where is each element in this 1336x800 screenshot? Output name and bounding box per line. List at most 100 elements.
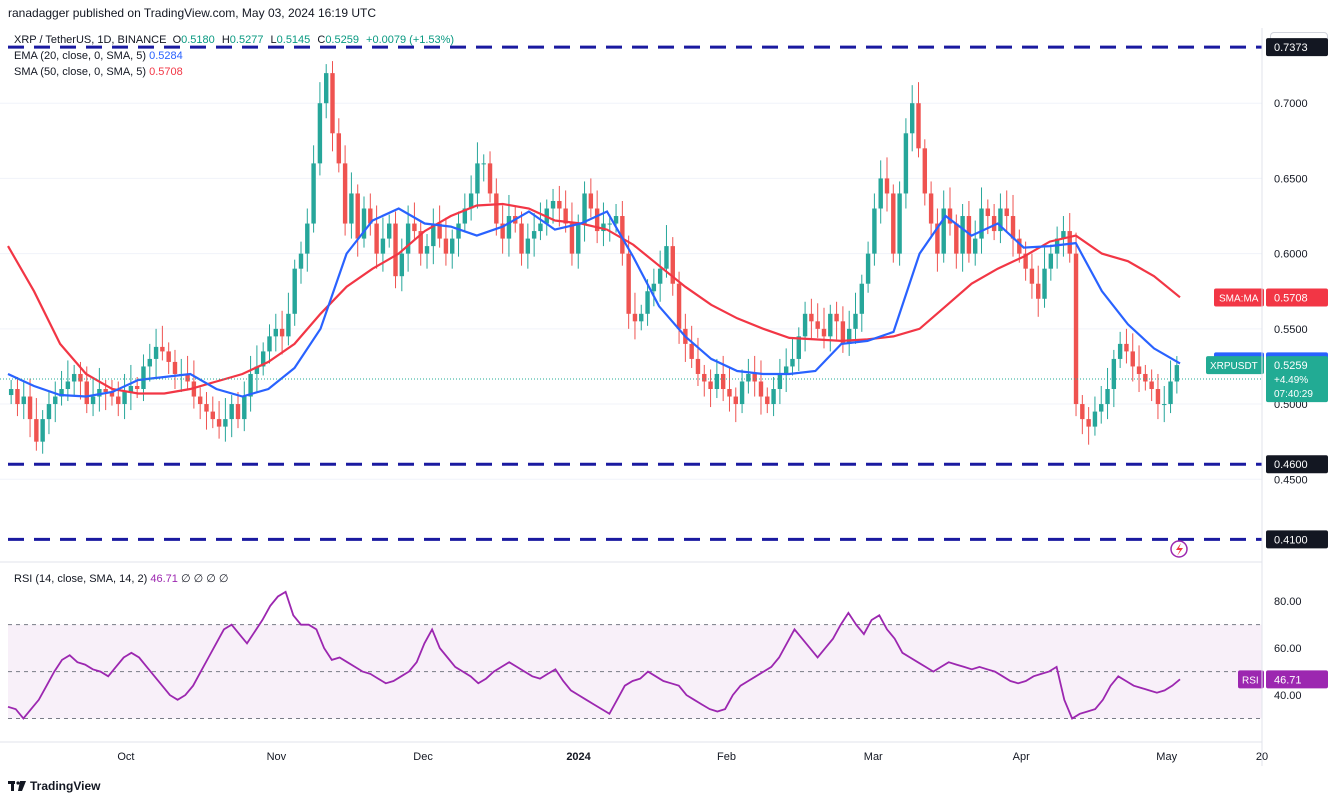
candle-body bbox=[355, 193, 360, 239]
candle-body bbox=[746, 373, 751, 382]
candle-body bbox=[40, 419, 45, 442]
candle-body bbox=[90, 396, 96, 405]
candle-body bbox=[1155, 389, 1161, 405]
candle-body bbox=[443, 238, 449, 254]
level-tag-label: 0.7373 bbox=[1274, 42, 1308, 54]
sma-value: 0.5708 bbox=[149, 66, 183, 78]
candle-body bbox=[393, 223, 398, 277]
ema-value: 0.5284 bbox=[149, 50, 183, 62]
candle-body bbox=[664, 246, 669, 269]
publish-caption: ranadagger published on TradingView.com,… bbox=[8, 6, 377, 20]
candle-body bbox=[122, 392, 127, 405]
low-value: 0.5145 bbox=[276, 34, 311, 46]
time-tick-label: Dec bbox=[413, 751, 433, 763]
candle-body bbox=[954, 223, 959, 254]
candle-body bbox=[53, 396, 58, 405]
sma-tag-name: SMA:MA bbox=[1219, 294, 1259, 305]
candle-body bbox=[267, 336, 272, 352]
candle-body bbox=[840, 321, 846, 344]
candle-body bbox=[802, 313, 808, 337]
candle-body bbox=[991, 216, 997, 232]
candle-body bbox=[1105, 389, 1110, 405]
candle-body bbox=[147, 358, 152, 367]
candle-body bbox=[1092, 411, 1098, 427]
candle-body bbox=[563, 208, 568, 224]
candle-body bbox=[834, 313, 839, 322]
candle-body bbox=[368, 208, 373, 224]
candle-body bbox=[204, 404, 209, 412]
candle-body bbox=[298, 253, 304, 269]
candle-body bbox=[1099, 404, 1104, 412]
candle-body bbox=[185, 373, 190, 382]
candle-body bbox=[607, 223, 612, 225]
candle-body bbox=[374, 223, 379, 254]
legend-ema[interactable]: EMA (20, close, 0, SMA, 5) 0.5284 bbox=[14, 50, 183, 62]
candle-body bbox=[1136, 366, 1142, 374]
candle-body bbox=[998, 208, 1003, 232]
candle-body bbox=[387, 223, 392, 239]
candle-body bbox=[160, 346, 165, 352]
candle-body bbox=[878, 178, 883, 209]
candle-body bbox=[153, 346, 159, 359]
tradingview-logo-icon bbox=[8, 781, 26, 791]
candle-body bbox=[872, 208, 877, 254]
candle-body bbox=[134, 386, 140, 390]
candle-body bbox=[21, 396, 26, 405]
candle-body bbox=[1117, 343, 1123, 359]
candle-body bbox=[1124, 343, 1129, 352]
legend-rsi[interactable]: RSI (14, close, SMA, 14, 2) 46.71 ∅ ∅ ∅ … bbox=[14, 572, 228, 585]
legend-sma[interactable]: SMA (50, close, 0, SMA, 5) 0.5708 bbox=[14, 66, 183, 78]
candle-body bbox=[431, 223, 436, 247]
candle-body bbox=[424, 246, 430, 254]
candle-body bbox=[1004, 208, 1009, 217]
candle-body bbox=[519, 223, 524, 254]
level-tag-bg bbox=[1266, 455, 1328, 474]
time-tick-label: 2024 bbox=[566, 751, 591, 763]
candle-body bbox=[632, 313, 638, 322]
rsi-tick-label: 40.00 bbox=[1274, 690, 1302, 702]
price-tick-label: 0.6500 bbox=[1274, 173, 1308, 185]
price-tick-label: 0.6000 bbox=[1274, 249, 1308, 261]
candle-body bbox=[739, 381, 745, 405]
rsi-label: RSI (14, close, SMA, 14, 2) bbox=[14, 573, 148, 585]
candle-body bbox=[141, 366, 146, 390]
candle-body bbox=[550, 200, 556, 209]
sma-tag-name-bg bbox=[1214, 288, 1264, 307]
candle-body bbox=[8, 389, 14, 396]
change-value: +0.0079 (+1.53%) bbox=[366, 34, 455, 46]
candle-body bbox=[796, 336, 801, 359]
support-resistance-levels: 0.7373 0.4600 0.4100 bbox=[8, 38, 1328, 549]
candle-body bbox=[305, 223, 310, 254]
candle-body bbox=[891, 193, 896, 254]
candle-body bbox=[1067, 231, 1072, 254]
time-tick-label: Oct bbox=[117, 751, 134, 763]
candle-body bbox=[506, 216, 512, 239]
open-value: 0.5180 bbox=[181, 34, 215, 46]
candle-body bbox=[1080, 404, 1085, 420]
candle-body bbox=[783, 366, 789, 374]
time-tick-label: Nov bbox=[267, 751, 287, 763]
candle-body bbox=[531, 231, 537, 239]
candle-body bbox=[456, 223, 461, 239]
rsi-tick-label: 80.00 bbox=[1274, 596, 1302, 608]
candle-body bbox=[500, 223, 505, 239]
rsi-extra: ∅ ∅ ∅ ∅ bbox=[180, 573, 229, 585]
candle-body bbox=[720, 373, 726, 390]
rsi-tag-name-bg bbox=[1238, 670, 1264, 689]
candle-body bbox=[1029, 268, 1035, 284]
sma-tag-value-bg bbox=[1266, 288, 1328, 307]
rsi-tag-value-bg bbox=[1266, 670, 1328, 689]
candle-body bbox=[254, 366, 260, 374]
candle-body bbox=[34, 419, 39, 442]
candle-body bbox=[229, 404, 234, 420]
candle-body bbox=[1174, 365, 1180, 382]
candle-body bbox=[809, 313, 814, 322]
alert-icon[interactable] bbox=[1170, 540, 1188, 558]
symbol-label[interactable]: XRP / TetherUS, 1D, BINANCE bbox=[14, 34, 167, 46]
candle-body bbox=[613, 216, 619, 224]
candle-body bbox=[292, 268, 297, 314]
time-tick-label: May bbox=[1156, 751, 1177, 763]
sma-tag-value: 0.5708 bbox=[1274, 293, 1308, 305]
ema-label: EMA (20, close, 0, SMA, 5) bbox=[14, 50, 147, 62]
